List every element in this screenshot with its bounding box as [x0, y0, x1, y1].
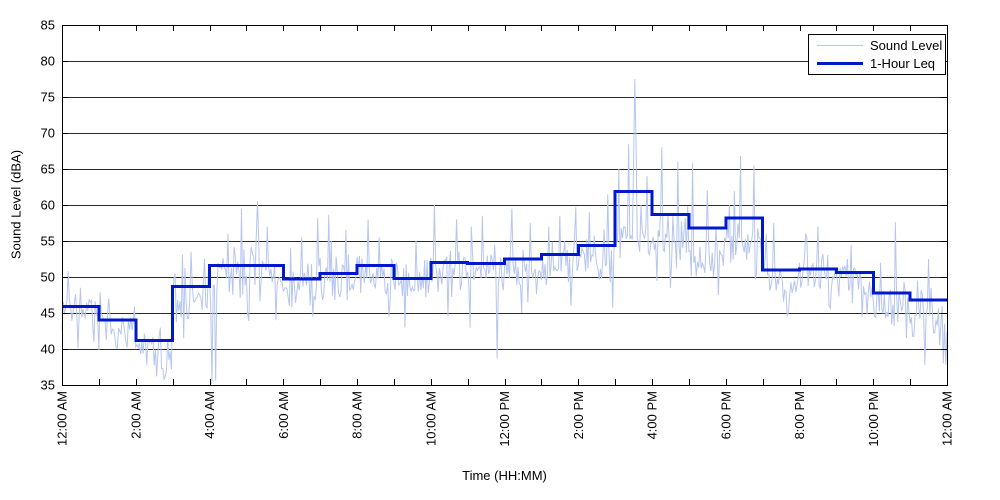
y-tick-label: 75 — [41, 90, 55, 105]
sound-level-line-sample-icon — [817, 45, 863, 47]
legend-item-sound-level: Sound Level — [817, 37, 943, 54]
y-tick-label: 85 — [41, 18, 55, 33]
x-tick-label: 2:00 PM — [571, 391, 586, 439]
x-tick-label: 12:00 AM — [55, 391, 70, 446]
y-tick-label: 45 — [41, 306, 55, 321]
x-tick-label: 8:00 PM — [792, 391, 807, 439]
x-tick-label: 4:00 PM — [645, 391, 660, 439]
x-axis-title: Time (HH:MM) — [462, 468, 547, 483]
y-tick-label: 40 — [41, 342, 55, 357]
x-tick-label: 6:00 AM — [276, 391, 291, 439]
legend-label-sound-level: Sound Level — [870, 38, 943, 54]
sound-level-series — [61, 78, 948, 384]
y-axis-title: Sound Level (dBA) — [8, 149, 24, 260]
leq-series — [62, 189, 947, 342]
leq-line-sample-icon — [817, 61, 863, 65]
y-tick-label: 50 — [41, 270, 55, 285]
x-tick-label: 10:00 AM — [423, 391, 438, 446]
y-tick-label: 65 — [41, 162, 55, 177]
y-tick-label: 60 — [41, 198, 55, 213]
legend-item-leq: 1-Hour Leq — [817, 55, 939, 72]
y-tick-label: 35 — [41, 378, 55, 393]
x-tick-label: 8:00 AM — [350, 391, 365, 439]
x-tick-label: 12:00 AM — [940, 391, 955, 446]
y-tick-label: 70 — [41, 126, 55, 141]
legend-label-leq: 1-Hour Leq — [870, 55, 936, 71]
x-tick-label: 2:00 AM — [128, 391, 143, 439]
x-tick-label: 10:00 PM — [866, 391, 881, 447]
y-tick-label: 80 — [41, 54, 55, 69]
y-tick-label: 55 — [41, 234, 55, 249]
legend: Sound Level 1-Hour Leq — [808, 34, 946, 75]
x-tick-label: 4:00 AM — [202, 391, 217, 439]
x-tick-label: 12:00 PM — [497, 391, 512, 447]
x-tick-label: 6:00 PM — [718, 391, 733, 439]
